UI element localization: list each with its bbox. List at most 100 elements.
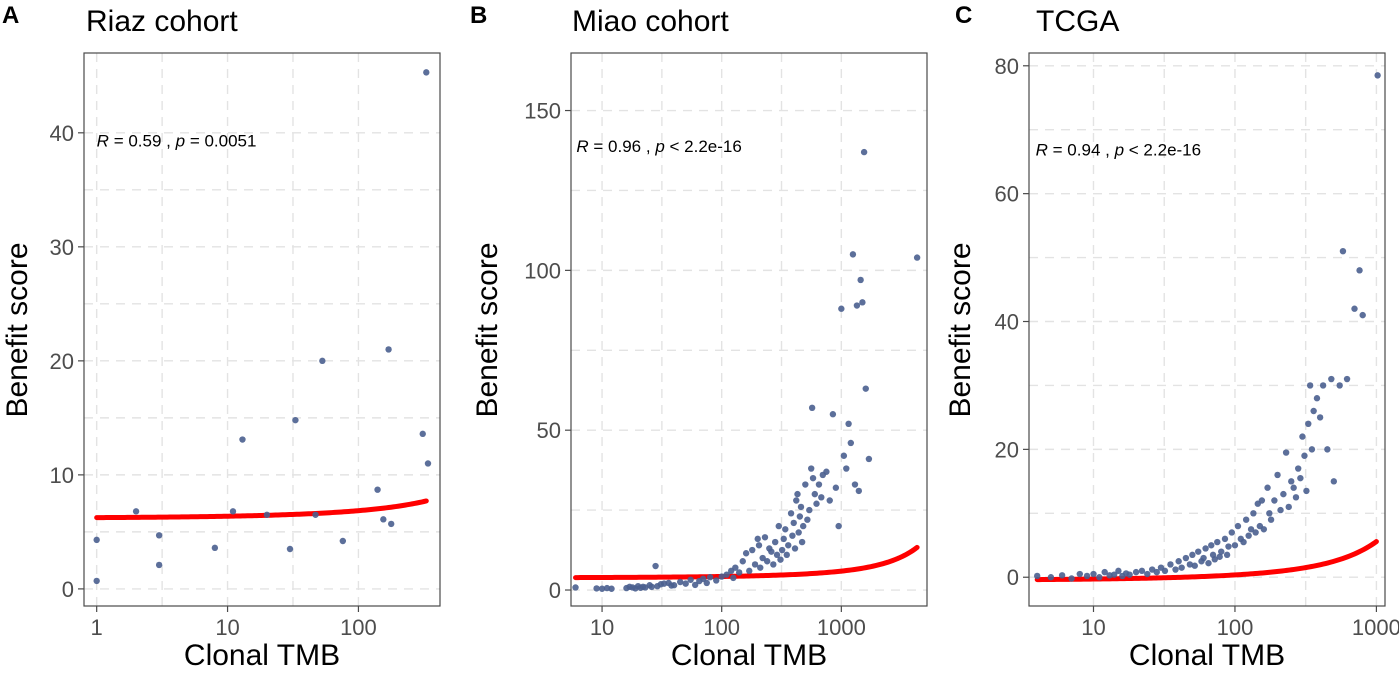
data-point-b-71 <box>802 481 809 488</box>
data-point-c-65 <box>1282 449 1290 456</box>
x-axis-title-b: Clonal TMB <box>671 639 827 672</box>
data-point-c-30 <box>1195 548 1202 555</box>
data-point-c-79 <box>1313 395 1321 402</box>
panel-letter-b: B <box>470 2 487 29</box>
data-point-c-43 <box>1225 543 1232 550</box>
y-tick-label-b-2: 100 <box>524 258 561 283</box>
data-point-b-28 <box>703 579 710 587</box>
gridlines-a <box>84 53 440 606</box>
data-point-b-36 <box>735 569 743 576</box>
data-point-b-97 <box>859 299 866 306</box>
y-tick-label-c-2: 40 <box>995 310 1019 335</box>
data-point-b-83 <box>826 497 833 504</box>
data-point-c-29 <box>1191 562 1198 569</box>
data-point-b-58 <box>783 551 790 559</box>
data-point-c-67 <box>1288 478 1295 485</box>
data-point-b-92 <box>849 251 857 258</box>
data-point-b-54 <box>777 556 784 563</box>
p-value-a: = 0.0051 <box>190 132 257 151</box>
panel-b: B Miao cohort 10 100 1000 0 50 100 150 R = 0.9… <box>470 2 928 672</box>
data-point-c-48 <box>1240 538 1247 546</box>
data-point-a-13 <box>339 537 347 545</box>
y-tick-label-c-3: 60 <box>995 182 1019 207</box>
data-point-b-30 <box>713 577 720 584</box>
data-point-c-37 <box>1211 556 1218 563</box>
data-point-c-62 <box>1274 471 1281 479</box>
data-point-c-46 <box>1234 522 1242 530</box>
data-point-c-2 <box>1058 572 1066 579</box>
data-point-b-0 <box>572 584 579 591</box>
data-point-b-25 <box>691 581 699 589</box>
data-point-c-14 <box>1126 571 1133 578</box>
x-tick-label-b-2: 1000 <box>817 615 866 640</box>
panel-a: A Riaz cohort 1 10 100 0 10 20 30 40 R = 0.59 ,… <box>1 2 441 672</box>
y-tick-label-a-0: 0 <box>62 577 74 602</box>
data-point-b-49 <box>768 548 775 555</box>
data-point-c-68 <box>1290 484 1297 491</box>
x-axis-title-c: Clonal TMB <box>1129 639 1285 672</box>
data-point-b-91 <box>847 439 855 447</box>
data-point-a-5 <box>211 544 219 552</box>
data-point-b-34 <box>730 574 737 582</box>
data-point-c-34 <box>1205 559 1212 567</box>
y-tick-label-b-3: 150 <box>524 99 561 124</box>
data-point-c-27 <box>1186 561 1194 568</box>
data-point-b-38 <box>742 550 750 557</box>
data-point-a-1 <box>93 577 100 585</box>
data-point-c-35 <box>1208 542 1215 549</box>
data-point-b-32 <box>723 571 730 578</box>
data-point-c-15 <box>1132 568 1140 576</box>
data-point-a-14 <box>374 486 381 493</box>
data-point-c-71 <box>1297 474 1304 482</box>
data-point-c-10 <box>1110 571 1118 578</box>
data-point-a-11 <box>312 511 319 518</box>
data-point-b-84 <box>829 411 837 418</box>
data-point-c-3 <box>1068 575 1075 582</box>
data-point-b-72 <box>804 516 811 523</box>
r-value-a: = 0.59 , <box>114 132 171 151</box>
data-point-b-1 <box>593 585 600 592</box>
data-point-b-80 <box>818 494 825 501</box>
p-value-c: < 2.2e-16 <box>1129 140 1201 159</box>
data-point-c-19 <box>1153 568 1160 576</box>
data-point-c-51 <box>1247 526 1255 533</box>
gridlines-b <box>571 53 927 606</box>
data-point-b-74 <box>808 465 815 472</box>
data-point-a-17 <box>388 520 395 528</box>
data-point-b-75 <box>808 404 816 412</box>
data-point-b-64 <box>793 497 800 504</box>
data-point-b-60 <box>787 510 795 517</box>
data-point-b-4 <box>608 585 615 592</box>
data-point-c-26 <box>1182 554 1190 562</box>
data-point-c-7 <box>1096 574 1103 581</box>
data-point-c-50 <box>1245 532 1252 539</box>
x-tick-label-b-1: 100 <box>703 615 740 640</box>
data-point-b-87 <box>838 305 845 312</box>
data-point-c-21 <box>1161 567 1169 575</box>
data-point-c-83 <box>1328 375 1335 383</box>
y-axis-title-c: Benefit score <box>944 242 977 417</box>
data-point-b-56 <box>780 535 787 543</box>
plot-frame-b <box>570 52 928 607</box>
data-point-a-3 <box>155 532 163 539</box>
p-label-c: p <box>1114 140 1124 159</box>
y-tick-label-c-4: 80 <box>995 54 1019 79</box>
x-tick-label-c-0: 10 <box>1081 615 1105 640</box>
data-point-b-61 <box>789 532 796 539</box>
fit-curve-a <box>94 498 429 521</box>
data-point-c-57 <box>1260 526 1268 533</box>
data-point-b-67 <box>796 513 804 520</box>
y-tick-label-c-0: 0 <box>1007 565 1019 590</box>
data-point-b-98 <box>860 148 868 156</box>
fit-line-b <box>573 544 920 581</box>
data-point-c-77 <box>1308 446 1316 453</box>
y-tick-label-a-2: 20 <box>50 349 74 374</box>
plot-frame-a <box>83 52 441 607</box>
gridlines-c <box>1029 53 1385 606</box>
data-point-b-68 <box>797 503 805 511</box>
data-point-b-90 <box>845 420 852 427</box>
p-label-a: p <box>175 132 185 151</box>
y-tick-label-b-1: 50 <box>537 418 561 443</box>
data-point-b-65 <box>794 490 801 498</box>
data-point-b-27 <box>699 575 707 583</box>
